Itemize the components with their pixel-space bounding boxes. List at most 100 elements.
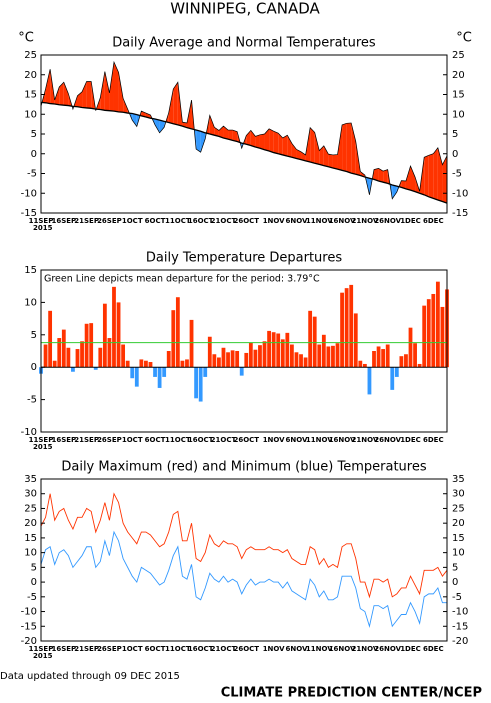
bar (289, 344, 294, 368)
departure-area (200, 131, 206, 153)
departure-area (374, 168, 379, 182)
x-tick-label: 6NOV (285, 217, 307, 225)
x-tick-label: 6OCT (145, 436, 166, 444)
bar (317, 344, 322, 368)
bar (440, 306, 445, 368)
bar (435, 281, 440, 368)
departure-area (269, 128, 274, 153)
x-tick-label: 16OCT (188, 645, 214, 653)
bar (417, 363, 422, 368)
bar (367, 367, 372, 395)
departure-area (173, 82, 178, 125)
bar (385, 344, 390, 368)
bar (235, 351, 240, 368)
bar (162, 367, 167, 377)
y-tick-label: -5 (27, 169, 37, 180)
y2-tick-label: 10 (452, 109, 465, 120)
x-tick-label: 11OCT (165, 645, 191, 653)
bar (171, 310, 176, 368)
bar (276, 333, 281, 368)
x-year-label: 2015 (33, 652, 53, 660)
y2-tick-label: -5 (452, 592, 462, 603)
x-tick-label: 21OCT (211, 645, 237, 653)
bar (271, 332, 276, 368)
chart-title: Daily Maximum (red) and Minimum (blue) T… (61, 460, 426, 475)
bar (372, 351, 376, 368)
y2-tick-label: 5 (452, 129, 458, 140)
bar (185, 359, 189, 368)
bar (89, 323, 94, 368)
departure-area (278, 133, 283, 155)
departure-area (259, 134, 265, 150)
departure-area (332, 154, 338, 170)
bar (358, 360, 363, 368)
x-tick-label: 21OCT (211, 217, 237, 225)
bar (312, 316, 317, 368)
y-axis-label: °C (18, 31, 34, 46)
departure-area (86, 81, 92, 109)
bar (84, 323, 89, 368)
departure-area (264, 128, 270, 151)
bar (61, 329, 66, 368)
x-tick-label: 16OCT (188, 217, 214, 225)
bar (71, 367, 75, 372)
x-tick-label: 11OCT (165, 436, 191, 444)
y-tick-label: 15 (24, 533, 37, 544)
x-tick-label: 16OCT (188, 436, 214, 444)
y-tick-label: 20 (24, 70, 37, 81)
y2-tick-label: 15 (452, 90, 465, 101)
departure-area (159, 120, 165, 133)
departure-area (273, 131, 279, 154)
departure-area (59, 82, 64, 106)
x-year-label: 2015 (33, 443, 53, 451)
y-tick-label: -10 (21, 188, 37, 199)
x-tick-label: 26NOV (374, 436, 401, 444)
departure-area (228, 130, 233, 141)
x-tick-label: 11SEP (29, 645, 54, 653)
bar (335, 343, 340, 368)
bar (344, 288, 349, 368)
departure-area (442, 155, 447, 204)
bar (48, 310, 53, 368)
departure-area (113, 62, 119, 112)
x-tick-label: 6DEC (423, 645, 444, 653)
x-tick-label: 6DEC (423, 436, 444, 444)
bar (125, 360, 130, 368)
bar (349, 284, 354, 368)
x-tick-label: 21SEP (74, 217, 99, 225)
bar (93, 367, 98, 370)
departure-area (342, 123, 347, 172)
x-year-label: 2015 (33, 224, 53, 232)
bar (43, 344, 48, 368)
departure-area (168, 88, 174, 124)
bar (285, 332, 290, 368)
bar (404, 354, 408, 368)
footer-note: Data updated through 09 DEC 2015 (0, 671, 180, 682)
x-tick-label: 21OCT (211, 436, 237, 444)
bar (75, 349, 80, 368)
bar (212, 354, 217, 368)
y2-tick-label: -15 (452, 208, 468, 219)
x-tick-label: 21NOV (351, 645, 378, 653)
departure-area (82, 81, 87, 108)
bar (308, 310, 313, 368)
bar (422, 305, 427, 368)
bar (408, 327, 413, 368)
departure-area (155, 118, 160, 133)
bar (226, 352, 230, 368)
bar (376, 346, 381, 368)
x-tick-label: 16SEP (51, 436, 76, 444)
departure-area (296, 149, 302, 160)
departure-area (401, 180, 406, 189)
y-tick-label: 25 (24, 503, 37, 514)
departure-area (428, 153, 434, 199)
x-tick-label: 11SEP (29, 217, 54, 225)
bar (121, 344, 126, 368)
bar (198, 367, 203, 402)
x-tick-label: 21SEP (74, 645, 99, 653)
x-tick-label: 6OCT (145, 217, 166, 225)
departure-area (383, 169, 388, 184)
y-tick-label: -20 (21, 636, 37, 647)
bar (52, 360, 57, 368)
